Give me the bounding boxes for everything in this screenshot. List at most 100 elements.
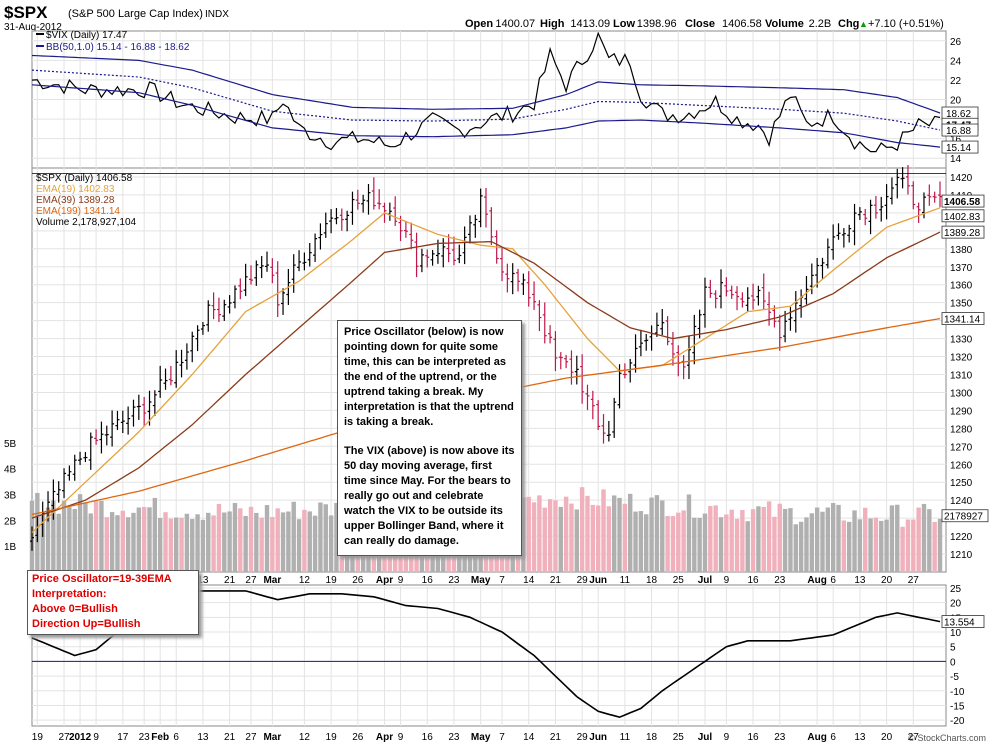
- price-bar: [403, 221, 408, 238]
- price-bar: [152, 390, 157, 416]
- x-label-bottom: Apr: [376, 732, 393, 743]
- price-bar: [596, 400, 601, 431]
- volume-bar: [574, 509, 579, 572]
- price-bar: [361, 194, 366, 213]
- volume-bar: [206, 512, 211, 572]
- volume-bar: [745, 521, 750, 572]
- price-bar: [916, 202, 921, 223]
- volume-bar: [168, 518, 174, 572]
- volume-bar: [131, 512, 136, 572]
- price-bar: [820, 257, 825, 279]
- price-bar: [601, 413, 606, 444]
- price-last-label-1: 1402.83: [944, 212, 981, 223]
- volume-bar: [638, 511, 644, 572]
- x-label-bottom: May: [471, 732, 491, 743]
- price-bar: [825, 238, 830, 269]
- vix-last-label-2: 16.88: [946, 126, 971, 137]
- x-label-mid: 19: [326, 575, 338, 586]
- price-bar: [884, 184, 889, 220]
- price-bar: [932, 191, 937, 203]
- volume-bar: [595, 505, 601, 572]
- volume-bar: [51, 500, 56, 572]
- price-bar: [665, 316, 670, 346]
- volume-bar: [104, 517, 109, 572]
- price-bar: [120, 410, 125, 434]
- volume-bar: [211, 515, 216, 572]
- x-label-mid: 27: [245, 575, 257, 586]
- price-bar: [211, 292, 216, 320]
- volume-bar: [692, 517, 697, 572]
- price-y-tick: 1330: [950, 335, 973, 346]
- x-label-mid: 13: [197, 575, 209, 586]
- price-bar: [88, 432, 93, 470]
- price-bar: [126, 406, 131, 435]
- price-y-tick: 1420: [950, 173, 973, 184]
- price-bar: [852, 203, 857, 246]
- price-bar: [195, 325, 200, 352]
- vix-last-label-3: 15.14: [946, 143, 971, 154]
- volume-bar: [307, 511, 312, 572]
- price-y-tick: 1240: [950, 496, 973, 507]
- price-bar: [526, 271, 531, 307]
- volume-bar: [125, 517, 131, 572]
- header-label-2: Low: [613, 18, 635, 30]
- price-bar: [425, 249, 430, 268]
- volume-bar: [841, 520, 847, 572]
- price-bar: [836, 223, 841, 240]
- watermark: © StockCharts.com: [908, 733, 986, 743]
- header-value-4: 2.2B: [809, 18, 832, 30]
- volume-y-tick: 4B: [4, 465, 17, 476]
- x-label-bottom: 7: [499, 732, 505, 743]
- price-bar: [131, 399, 136, 427]
- volume-bar: [927, 509, 932, 572]
- volume-bar: [216, 503, 222, 572]
- price-bar: [521, 273, 526, 295]
- volume-bar: [750, 509, 756, 572]
- volume-bar: [334, 502, 339, 572]
- header-label-0: Open: [465, 18, 493, 30]
- volume-bar: [857, 519, 863, 572]
- x-label-bottom: 6: [173, 732, 179, 743]
- volume-bar: [836, 504, 841, 572]
- price-bar: [574, 355, 579, 385]
- x-label-bottom: 23: [139, 732, 151, 743]
- price-bar: [329, 209, 334, 234]
- volume-bar: [280, 512, 286, 572]
- x-label-mid: Jul: [698, 575, 713, 586]
- volume-bar: [553, 500, 558, 572]
- price-bar: [542, 302, 547, 344]
- price-bar: [905, 165, 910, 195]
- price-y-tick: 1270: [950, 442, 973, 453]
- x-label-mid: 11: [620, 575, 631, 586]
- price-last-box-0: [941, 194, 985, 208]
- volume-bar: [873, 517, 879, 572]
- price-y-tick: 1350: [950, 299, 973, 310]
- x-label-mid: Aug: [807, 575, 826, 586]
- price-bar: [366, 184, 371, 215]
- volume-bar: [259, 517, 264, 572]
- volume-bar: [654, 495, 660, 572]
- price-bar: [510, 263, 515, 295]
- x-label-bottom: 16: [422, 732, 434, 743]
- volume-bar: [120, 510, 125, 572]
- x-label-mid: 23: [774, 575, 786, 586]
- volume-bar: [270, 517, 275, 572]
- price-bar: [670, 331, 675, 366]
- price-bar: [67, 465, 72, 481]
- volume-y-tick: 5B: [4, 439, 17, 450]
- header-label-4: Volume: [765, 18, 804, 30]
- x-label-mid: 12: [299, 575, 311, 586]
- oscillator-annotation: Price Oscillator=19-39EMA Interpretation…: [27, 570, 199, 635]
- price-bar: [719, 269, 724, 309]
- price-bar: [644, 334, 649, 351]
- volume-bar: [318, 502, 323, 572]
- price-y-tick: 1210: [950, 550, 973, 561]
- price-bar: [606, 420, 611, 442]
- volume-bar: [72, 509, 77, 572]
- volume-bar: [563, 496, 569, 572]
- x-label-bottom: 19: [326, 732, 338, 743]
- price-bar: [72, 454, 77, 481]
- x-label-mid: 9: [724, 575, 730, 586]
- price-y-tick: 1260: [950, 460, 973, 471]
- price-bar: [489, 207, 494, 245]
